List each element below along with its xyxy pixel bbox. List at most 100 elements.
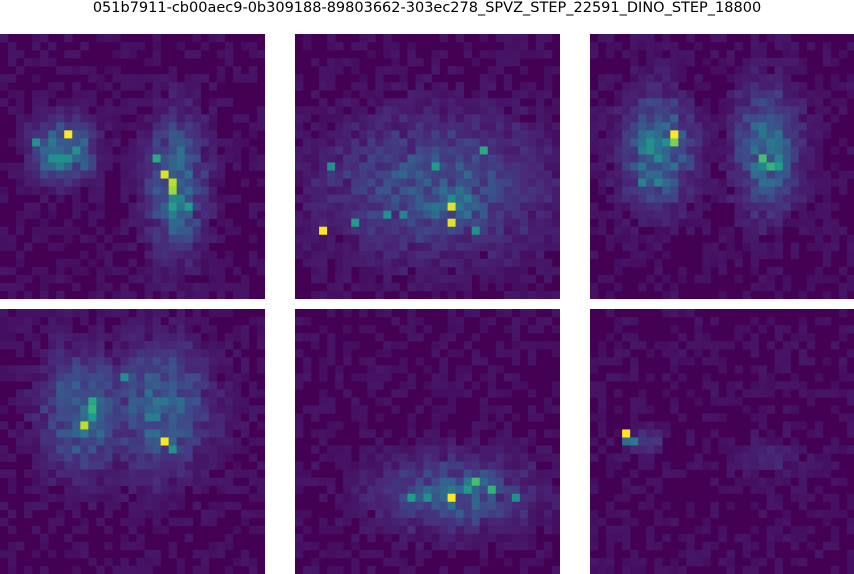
heatmap-cell xyxy=(790,154,800,163)
heatmap-cell xyxy=(351,42,360,51)
heatmap-cell xyxy=(646,82,655,91)
heatmap-cell xyxy=(64,162,73,171)
heatmap-cell xyxy=(72,437,81,446)
heatmap-cell xyxy=(327,218,336,228)
heatmap-cell xyxy=(423,453,432,462)
heatmap-cell xyxy=(303,477,312,486)
heatmap-cell xyxy=(359,469,368,478)
heatmap-cell xyxy=(806,194,816,203)
heatmap-cell xyxy=(80,397,89,406)
heatmap-cell xyxy=(774,461,784,470)
heatmap-cell xyxy=(463,437,472,446)
heatmap-cell xyxy=(519,34,529,43)
heatmap-cell xyxy=(319,477,328,486)
heatmap-cell xyxy=(208,202,218,211)
heatmap-cell xyxy=(128,274,137,284)
heatmap-cell xyxy=(351,186,360,195)
heatmap-cell xyxy=(439,50,448,59)
heatmap-cell xyxy=(415,557,424,567)
heatmap-cell xyxy=(136,333,145,342)
heatmap-cell xyxy=(662,309,671,318)
heatmap-cell xyxy=(359,122,368,131)
heatmap-cell xyxy=(112,389,121,398)
heatmap-cell xyxy=(240,325,250,334)
heatmap-cell xyxy=(136,517,145,527)
heatmap-cell xyxy=(742,226,751,236)
heatmap-cell xyxy=(774,170,784,179)
heatmap-cell xyxy=(710,66,719,75)
heatmap-cell xyxy=(184,325,194,334)
heatmap-cell xyxy=(64,138,73,147)
heatmap-cell xyxy=(359,250,368,260)
heatmap-cell xyxy=(455,226,464,236)
heatmap-cell xyxy=(311,413,320,422)
heatmap-cell xyxy=(447,461,456,470)
heatmap-cell xyxy=(622,226,631,236)
heatmap-cell xyxy=(598,429,607,438)
heatmap-cell xyxy=(439,186,448,195)
heatmap-cell xyxy=(511,186,521,195)
heatmap-cell xyxy=(431,274,440,284)
heatmap-cell xyxy=(16,218,25,228)
heatmap-cell xyxy=(16,541,25,551)
heatmap-cell xyxy=(495,66,505,75)
heatmap-cell xyxy=(48,122,57,131)
heatmap-cell xyxy=(614,429,623,438)
heatmap-cell xyxy=(798,186,808,195)
heatmap-cell xyxy=(702,170,711,179)
heatmap-cell xyxy=(590,202,599,211)
heatmap-cell xyxy=(104,138,113,147)
heatmap-cell xyxy=(152,258,161,268)
heatmap-cell xyxy=(216,421,226,430)
heatmap-cell xyxy=(463,114,472,123)
heatmap-cell xyxy=(758,194,767,203)
heatmap-cell xyxy=(519,178,529,187)
heatmap-cell xyxy=(846,349,854,358)
heatmap-cell xyxy=(511,437,521,446)
heatmap-cell xyxy=(686,509,695,519)
heatmap-cell xyxy=(846,282,854,292)
heatmap-cell xyxy=(455,541,464,551)
heatmap-cell xyxy=(104,82,113,91)
heatmap-cell xyxy=(407,325,416,334)
heatmap-cell xyxy=(439,461,448,470)
heatmap-cell xyxy=(535,493,545,503)
heatmap-cell xyxy=(527,122,537,131)
heatmap-cell xyxy=(630,194,639,203)
heatmap-cell xyxy=(638,250,647,260)
heatmap-cell xyxy=(391,501,400,511)
heatmap-cell xyxy=(96,381,105,390)
heatmap-cell xyxy=(64,130,73,139)
heatmap-cell xyxy=(40,381,49,390)
heatmap-cell xyxy=(527,82,537,91)
heatmap-cell xyxy=(327,309,336,318)
heatmap-cell xyxy=(790,218,800,228)
heatmap-cell xyxy=(662,114,671,123)
heatmap-cell xyxy=(208,258,218,268)
heatmap-cell xyxy=(351,98,360,107)
heatmap-cell xyxy=(638,98,647,107)
heatmap-cell xyxy=(192,445,202,454)
heatmap-cell xyxy=(415,122,424,131)
heatmap-cell xyxy=(598,565,607,574)
heatmap-cell xyxy=(104,557,113,567)
heatmap-cell xyxy=(32,477,41,486)
heatmap-cell xyxy=(622,186,631,195)
heatmap-cell xyxy=(471,333,480,342)
heatmap-cell xyxy=(439,114,448,123)
heatmap-cell xyxy=(439,501,448,511)
heatmap-cell xyxy=(295,541,304,551)
heatmap-cell xyxy=(24,202,33,211)
heatmap-cell xyxy=(248,381,258,390)
heatmap-cell xyxy=(200,218,210,228)
heatmap-cell xyxy=(343,349,352,358)
heatmap-cell xyxy=(622,98,631,107)
heatmap-cell xyxy=(471,357,480,366)
heatmap-cell xyxy=(758,421,767,430)
heatmap-cell xyxy=(112,349,121,358)
heatmap-cell xyxy=(670,194,679,203)
heatmap-cell xyxy=(455,485,464,494)
heatmap-cell xyxy=(160,146,169,155)
heatmap-cell xyxy=(463,541,472,551)
heatmap-cell xyxy=(359,154,368,163)
